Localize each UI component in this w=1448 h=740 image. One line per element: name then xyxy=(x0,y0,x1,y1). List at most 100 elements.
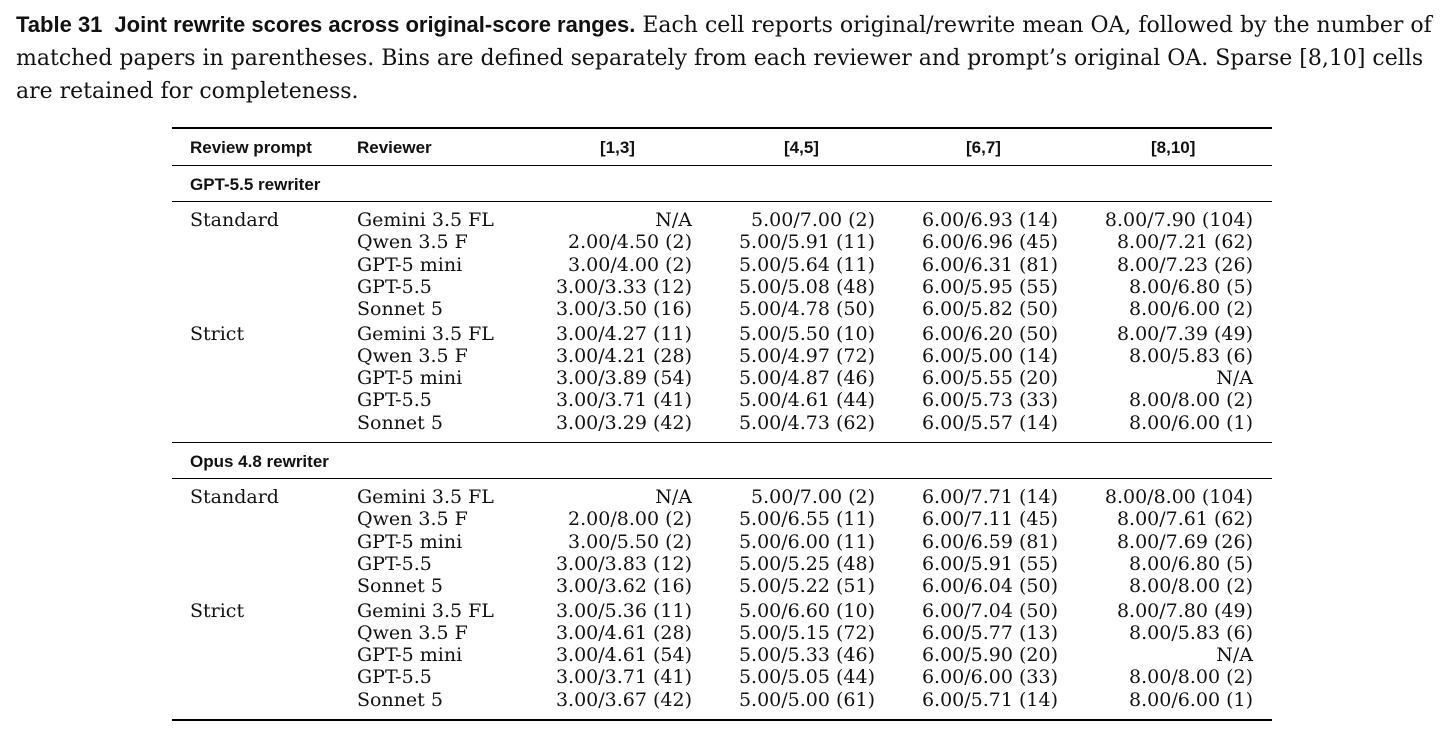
bin-8-10-cell: 8.00/7.61 (62) xyxy=(1116,508,1253,531)
bin-6-7-cell: 6.00/6.96 (45) xyxy=(921,231,1058,254)
bin-4-5-cell: 5.00/6.60 (10) xyxy=(738,599,875,622)
table-row: GPT-5.5 3.00/3.33 (12) 5.00/5.08 (48) 6.00/… xyxy=(0,276,1448,298)
reviewer-cell: GPT-5.5 xyxy=(357,666,432,689)
bin-8-10-cell: N/A xyxy=(1216,644,1253,667)
bin-6-7-cell: 6.00/5.77 (13) xyxy=(921,621,1058,644)
bin-1-3-cell: 3.00/3.62 (16) xyxy=(555,575,692,598)
table-row: GPT-5 mini 3.00/3.89 (54) 5.00/4.87 (46) 6.… xyxy=(0,367,1448,389)
reviewer-cell: Qwen 3.5 F xyxy=(357,621,468,644)
table-row: Sonnet 5 3.00/3.50 (16) 5.00/4.78 (50) 6.00… xyxy=(0,298,1448,320)
bin-1-3-cell: 3.00/4.21 (28) xyxy=(555,344,692,367)
bin-8-10-cell: 8.00/8.00 (104) xyxy=(1104,486,1253,508)
bin-8-10-cell: 8.00/7.80 (49) xyxy=(1116,599,1253,622)
bin-6-7-cell: 6.00/5.90 (20) xyxy=(921,644,1058,667)
table-row: Strict Gemini 3.5 FL 3.00/5.36 (11) 5.00/6.… xyxy=(0,600,1448,622)
bin-1-3-cell: N/A xyxy=(655,486,692,508)
bin-1-3-cell: 3.00/3.83 (12) xyxy=(555,552,692,575)
reviewer-cell: Sonnet 5 xyxy=(357,575,443,598)
bin-8-10-cell: 8.00/7.39 (49) xyxy=(1116,322,1253,345)
reviewer-cell: Qwen 3.5 F xyxy=(357,344,468,367)
table-row: Qwen 3.5 F 3.00/4.21 (28) 5.00/4.97 (72) 6.… xyxy=(0,345,1448,367)
bin-1-3-cell: 3.00/5.36 (11) xyxy=(555,599,692,622)
bin-4-5-cell: 5.00/4.61 (44) xyxy=(738,389,875,412)
bin-8-10-cell: 8.00/7.90 (104) xyxy=(1104,209,1253,231)
bin-1-3-cell: 3.00/4.61 (28) xyxy=(555,621,692,644)
table-row: Qwen 3.5 F 2.00/8.00 (2) 5.00/6.55 (11) 6.0… xyxy=(0,508,1448,530)
bin-4-5-cell: 5.00/4.78 (50) xyxy=(738,298,875,321)
bin-1-3-cell: 3.00/3.71 (41) xyxy=(555,389,692,412)
review-prompt-cell: Strict xyxy=(190,322,245,345)
caption-title: Joint rewrite scores across original-sco… xyxy=(114,12,636,37)
bin-6-7-cell: 6.00/5.55 (20) xyxy=(921,367,1058,390)
bin-8-10-cell: N/A xyxy=(1216,367,1253,390)
group-rule xyxy=(172,478,1272,479)
group-separator-rule xyxy=(172,442,1272,443)
caption-text: Each cell reports original/rewrite mean … xyxy=(16,13,1432,104)
bin-6-7-cell: 6.00/7.71 (14) xyxy=(921,486,1058,508)
reviewer-cell: Gemini 3.5 FL xyxy=(357,486,494,508)
bin-4-5-cell: 5.00/5.22 (51) xyxy=(738,575,875,598)
bin-6-7-cell: 6.00/6.00 (33) xyxy=(921,666,1058,689)
bin-8-10-cell: 8.00/8.00 (2) xyxy=(1129,389,1253,412)
table-row: GPT-5 mini 3.00/5.50 (2) 5.00/6.00 (11) 6.0… xyxy=(0,531,1448,553)
reviewer-cell: Sonnet 5 xyxy=(357,298,443,321)
reviewer-cell: GPT-5 mini xyxy=(357,367,463,390)
bin-1-3-cell: 3.00/3.89 (54) xyxy=(555,367,692,390)
column-header-bin-6-7: [6,7] xyxy=(966,138,1001,157)
column-header-bin-4-5: [4,5] xyxy=(784,138,819,157)
caption-label: Table 31 xyxy=(16,12,103,37)
table-row: GPT-5 mini 3.00/4.61 (54) 5.00/5.33 (46) 6.… xyxy=(0,644,1448,666)
bin-8-10-cell: 8.00/8.00 (2) xyxy=(1129,575,1253,598)
bin-4-5-cell: 5.00/4.97 (72) xyxy=(738,344,875,367)
bin-6-7-cell: 6.00/5.95 (55) xyxy=(921,275,1058,298)
table-row: GPT-5.5 3.00/3.71 (41) 5.00/5.05 (44) 6.00/… xyxy=(0,666,1448,688)
bin-4-5-cell: 5.00/7.00 (2) xyxy=(751,486,875,508)
column-header-review-prompt: Review prompt xyxy=(190,138,312,157)
table-row: GPT-5 mini 3.00/4.00 (2) 5.00/5.64 (11) 6.0… xyxy=(0,254,1448,276)
bin-4-5-cell: 5.00/6.55 (11) xyxy=(738,508,875,531)
bin-4-5-cell: 5.00/5.25 (48) xyxy=(738,552,875,575)
table-caption: Table 31 Joint rewrite scores across orig… xyxy=(16,8,1436,108)
bin-8-10-cell: 8.00/6.80 (5) xyxy=(1129,275,1253,298)
reviewer-cell: GPT-5.5 xyxy=(357,389,432,412)
bin-1-3-cell: 3.00/4.27 (11) xyxy=(555,322,692,345)
bin-4-5-cell: 5.00/5.00 (61) xyxy=(738,688,875,711)
reviewer-cell: GPT-5 mini xyxy=(357,253,463,276)
bin-6-7-cell: 6.00/5.00 (14) xyxy=(921,344,1058,367)
reviewer-cell: Qwen 3.5 F xyxy=(357,508,468,531)
bin-6-7-cell: 6.00/5.91 (55) xyxy=(921,552,1058,575)
table-row: GPT-5.5 3.00/3.71 (41) 5.00/4.61 (44) 6.00/… xyxy=(0,389,1448,411)
review-prompt-cell: Standard xyxy=(190,486,279,508)
table-row: Sonnet 5 3.00/3.67 (42) 5.00/5.00 (61) 6.00… xyxy=(0,689,1448,711)
bin-1-3-cell: 3.00/3.50 (16) xyxy=(555,298,692,321)
table-row: Sonnet 5 3.00/3.29 (42) 5.00/4.73 (62) 6.00… xyxy=(0,412,1448,434)
bin-1-3-cell: 3.00/4.00 (2) xyxy=(568,253,692,276)
bin-1-3-cell: 2.00/4.50 (2) xyxy=(568,231,692,254)
reviewer-cell: Gemini 3.5 FL xyxy=(357,599,494,622)
reviewer-cell: Sonnet 5 xyxy=(357,688,443,711)
bin-1-3-cell: 3.00/4.61 (54) xyxy=(555,644,692,667)
table-row: Standard Gemini 3.5 FL N/A 5.00/7.00 (2) 6.0… xyxy=(0,486,1448,508)
bin-6-7-cell: 6.00/5.82 (50) xyxy=(921,298,1058,321)
bin-8-10-cell: 8.00/6.00 (2) xyxy=(1129,298,1253,321)
bin-6-7-cell: 6.00/5.57 (14) xyxy=(921,411,1058,434)
bin-6-7-cell: 6.00/7.04 (50) xyxy=(921,599,1058,622)
bin-6-7-cell: 6.00/5.71 (14) xyxy=(921,688,1058,711)
bin-8-10-cell: 8.00/6.00 (1) xyxy=(1129,688,1253,711)
column-header-bin-1-3: [1,3] xyxy=(600,138,635,157)
bin-1-3-cell: 2.00/8.00 (2) xyxy=(568,508,692,531)
bin-6-7-cell: 6.00/6.04 (50) xyxy=(921,575,1058,598)
header-rule xyxy=(172,165,1272,166)
bin-8-10-cell: 8.00/7.23 (26) xyxy=(1116,253,1253,276)
bin-6-7-cell: 6.00/5.73 (33) xyxy=(921,389,1058,412)
review-prompt-cell: Strict xyxy=(190,599,245,622)
bin-8-10-cell: 8.00/7.21 (62) xyxy=(1116,231,1253,254)
bin-8-10-cell: 8.00/6.80 (5) xyxy=(1129,552,1253,575)
reviewer-cell: Qwen 3.5 F xyxy=(357,231,468,254)
review-prompt-cell: Standard xyxy=(190,209,279,231)
bin-1-3-cell: 3.00/3.33 (12) xyxy=(555,275,692,298)
column-header-bin-8-10: [8,10] xyxy=(1151,138,1196,157)
bin-1-3-cell: 3.00/3.71 (41) xyxy=(555,666,692,689)
bin-8-10-cell: 8.00/8.00 (2) xyxy=(1129,666,1253,689)
bin-6-7-cell: 6.00/6.20 (50) xyxy=(921,322,1058,345)
